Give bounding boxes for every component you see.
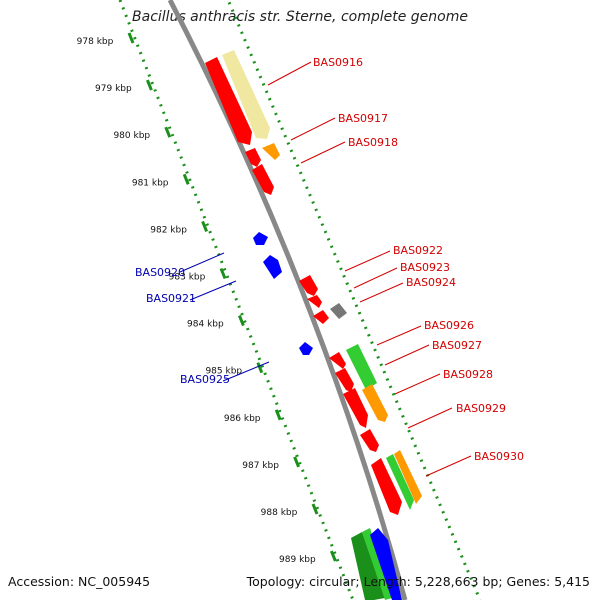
- kbp-major-tick: [293, 456, 300, 468]
- leader-line-bas0925: [222, 361, 270, 382]
- kbp-label: 980 kbp: [113, 131, 150, 141]
- gene-feature-blue-1[interactable]: [253, 232, 268, 245]
- gene-feature-bas0917[interactable]: [245, 148, 261, 167]
- gene-feature-bas0918[interactable]: [252, 164, 274, 195]
- kbp-major-tick: [238, 315, 245, 327]
- gene-feature-bas0926[interactable]: [346, 344, 377, 390]
- leader-line-bas0930: [425, 455, 472, 477]
- leader-line-bas0923: [353, 267, 398, 289]
- gene-label-bas0925[interactable]: BAS0925: [180, 373, 230, 386]
- kbp-label: 979 kbp: [95, 84, 132, 94]
- gene-feature-bas0927[interactable]: [329, 352, 346, 369]
- gene-features: [205, 50, 422, 600]
- outer-tick-ring: [226, 0, 482, 600]
- kbp-major-tick: [146, 79, 153, 91]
- kbp-major-tick: [182, 173, 190, 185]
- gene-feature-orange-2[interactable]: [394, 450, 422, 504]
- kbp-major-tick: [274, 409, 282, 421]
- leader-line-bas0928: [394, 373, 441, 395]
- gene-feature-bas0930[interactable]: [371, 458, 402, 515]
- gene-label-bas0926[interactable]: BAS0926: [424, 319, 474, 332]
- kbp-labels: 978 kbp 979 kbp 980 kbp 981 kbp 982 kbp 983 k…: [77, 37, 316, 565]
- gene-feature-bas0924[interactable]: [313, 310, 329, 324]
- gene-label-bas0921[interactable]: BAS0921: [146, 292, 196, 305]
- leader-line-bas0929: [407, 407, 453, 429]
- kbp-major-ticks: [127, 32, 337, 562]
- gene-feature-bas0923[interactable]: [307, 295, 322, 308]
- gene-feature-bas0929[interactable]: [360, 429, 379, 452]
- leader-line-bas0920: [179, 252, 225, 273]
- kbp-label: 982 kbp: [150, 225, 187, 235]
- gene-feature-bas0928[interactable]: [362, 384, 388, 422]
- leader-line-bas0921: [189, 280, 237, 301]
- gene-label-bas0927[interactable]: BAS0927: [432, 339, 482, 352]
- kbp-label: 978 kbp: [77, 37, 114, 47]
- gene-feature-green-3[interactable]: [351, 532, 385, 600]
- gene-feature-bas0916[interactable]: [205, 57, 252, 145]
- kbp-label: 986 kbp: [224, 414, 261, 424]
- leader-line-bas0918: [300, 141, 346, 164]
- kbp-major-tick: [164, 126, 172, 138]
- kbp-label: 981 kbp: [132, 178, 169, 188]
- kbp-label: 985 kbp: [205, 367, 242, 377]
- kbp-label: 989 kbp: [279, 555, 316, 565]
- gene-label-bas0930[interactable]: BAS0930: [474, 450, 524, 463]
- gene-label-bas0917[interactable]: BAS0917: [338, 112, 388, 125]
- kbp-major-tick: [256, 362, 264, 374]
- gene-label-bas0916[interactable]: BAS0916: [313, 56, 363, 69]
- gene-label-bas0928[interactable]: BAS0928: [443, 368, 493, 381]
- gene-label-bas0918[interactable]: BAS0918: [348, 136, 398, 149]
- kbp-major-tick: [330, 550, 337, 562]
- gene-label-bas0929[interactable]: BAS0929: [456, 402, 506, 415]
- kbp-label: 984 kbp: [187, 320, 224, 330]
- accession-info: Accession: NC_005945: [8, 574, 151, 589]
- gene-label-bas0924[interactable]: BAS0924: [406, 276, 456, 289]
- gene-feature-bas0922[interactable]: [299, 275, 318, 296]
- kbp-label: 983 kbp: [169, 273, 206, 283]
- gene-label-bas0922[interactable]: BAS0922: [393, 244, 443, 257]
- leader-line-bas0917: [290, 117, 336, 141]
- leader-line-bas0927: [384, 344, 430, 366]
- gene-feature-green-2[interactable]: [386, 454, 414, 510]
- gene-feature-red-cluster-b[interactable]: [343, 388, 368, 428]
- gene-feature-yellow-1[interactable]: [222, 50, 270, 139]
- leader-line-bas0926: [376, 325, 422, 346]
- gene-feature-bas0925[interactable]: [299, 342, 313, 355]
- leader-line-bas0924: [359, 282, 404, 303]
- gene-feature-blue-3[interactable]: [370, 528, 402, 600]
- kbp-major-tick: [201, 220, 208, 232]
- gene-feature-gray-1[interactable]: [330, 303, 347, 319]
- gene-feature-red-cluster-a[interactable]: [335, 368, 354, 392]
- leader-line-bas0922: [344, 250, 391, 272]
- kbp-major-tick: [311, 503, 319, 515]
- leader-line-bas0916: [267, 61, 312, 86]
- gene-label-bas0923[interactable]: BAS0923: [400, 261, 450, 274]
- genome-summary: Topology: circular; Length: 5,228,663 bp…: [246, 574, 590, 589]
- kbp-label: 988 kbp: [261, 508, 298, 518]
- gene-labels: BAS0916 BAS0917 BAS0918 BAS0920 BAS0921 …: [135, 56, 524, 477]
- kbp-label: 987 kbp: [242, 461, 279, 471]
- gene-feature-orange-1[interactable]: [262, 143, 280, 160]
- gene-label-bas0920[interactable]: BAS0920: [135, 266, 185, 279]
- genome-backbone: [167, 0, 408, 600]
- inner-tick-ring: [118, 0, 355, 600]
- gene-feature-blue-2[interactable]: [263, 255, 282, 279]
- genome-title: Bacillus anthracis str. Sterne, complete…: [132, 9, 468, 25]
- kbp-major-tick: [127, 32, 135, 44]
- kbp-major-tick: [219, 267, 227, 280]
- gene-feature-green-4[interactable]: [362, 528, 392, 600]
